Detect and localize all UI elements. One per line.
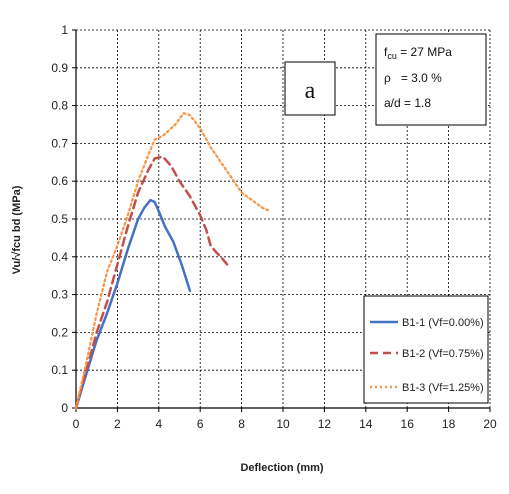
parameters-box: fcu = 27 MPa ρ = 3.0 % a/d = 1.8 (375, 33, 487, 126)
x-tick-label: 8 (238, 417, 245, 431)
y-tick-label: 0.2 (51, 325, 68, 339)
y-axis-label: Vu/√fcu bd (MPa) (11, 185, 23, 274)
y-tick-label: 0 (61, 401, 68, 415)
x-axis-label: Deflection (mm) (240, 462, 323, 474)
x-tick-label: 12 (318, 417, 332, 431)
x-tick-label: 18 (442, 417, 456, 431)
fcu-value: = 27 MPa (397, 45, 452, 59)
x-tick-label: 10 (276, 417, 290, 431)
series-line-1 (74, 198, 192, 410)
y-tick-label: 0.8 (51, 99, 68, 113)
fcu-subscript: cu (387, 51, 397, 61)
series-lines (74, 112, 272, 410)
legend: B1-1 (Vf=0.00%) B1-2 (Vf=0.75%) B1-3 (Vf=1… (363, 295, 489, 404)
y-tick-label: 0.6 (51, 174, 68, 188)
x-tick-label: 14 (359, 417, 373, 431)
y-tick-label: 0.3 (51, 288, 68, 302)
legend-label-2: B1-2 (Vf=0.75%) (402, 348, 484, 360)
parameters-frame (375, 33, 487, 126)
x-tick-label: 16 (401, 417, 415, 431)
y-tick-label: 1 (61, 23, 68, 37)
legend-frame (363, 295, 489, 404)
y-tick-labels: 0 0.1 0.2 0.3 0.4 0.5 0.6 0.7 0.8 0.9 1 (51, 23, 68, 415)
panel-label: a (305, 78, 316, 104)
legend-label-1: B1-1 (Vf=0.00%) (402, 317, 484, 329)
x-tick-label: 4 (155, 417, 162, 431)
y-tick-label: 0.5 (51, 212, 68, 226)
x-tick-labels: 0 2 4 6 8 10 12 14 16 18 20 (73, 417, 497, 431)
series-line-3 (74, 112, 272, 410)
x-tick-label: 20 (483, 417, 497, 431)
gridlines (76, 29, 491, 408)
fcu-label: fcu = 27 MPa (384, 45, 452, 61)
x-tick-label: 2 (114, 417, 121, 431)
rho-label: ρ = 3.0 % (384, 71, 442, 85)
y-tick-label: 0.7 (51, 136, 68, 150)
y-tick-label: 0.1 (51, 363, 68, 377)
ad-ratio-label: a/d = 1.8 (384, 96, 431, 110)
x-tick-label: 6 (197, 417, 204, 431)
series-line-2 (74, 155, 229, 410)
panel-label-frame (284, 61, 336, 116)
fcu-main: f (384, 45, 388, 59)
legend-label-3: B1-3 (Vf=1.25%) (402, 382, 484, 394)
y-tick-label: 0.4 (51, 250, 68, 264)
y-tick-label: 0.9 (51, 61, 68, 75)
panel-label-box: a (284, 61, 336, 116)
x-tick-label: 0 (73, 417, 80, 431)
